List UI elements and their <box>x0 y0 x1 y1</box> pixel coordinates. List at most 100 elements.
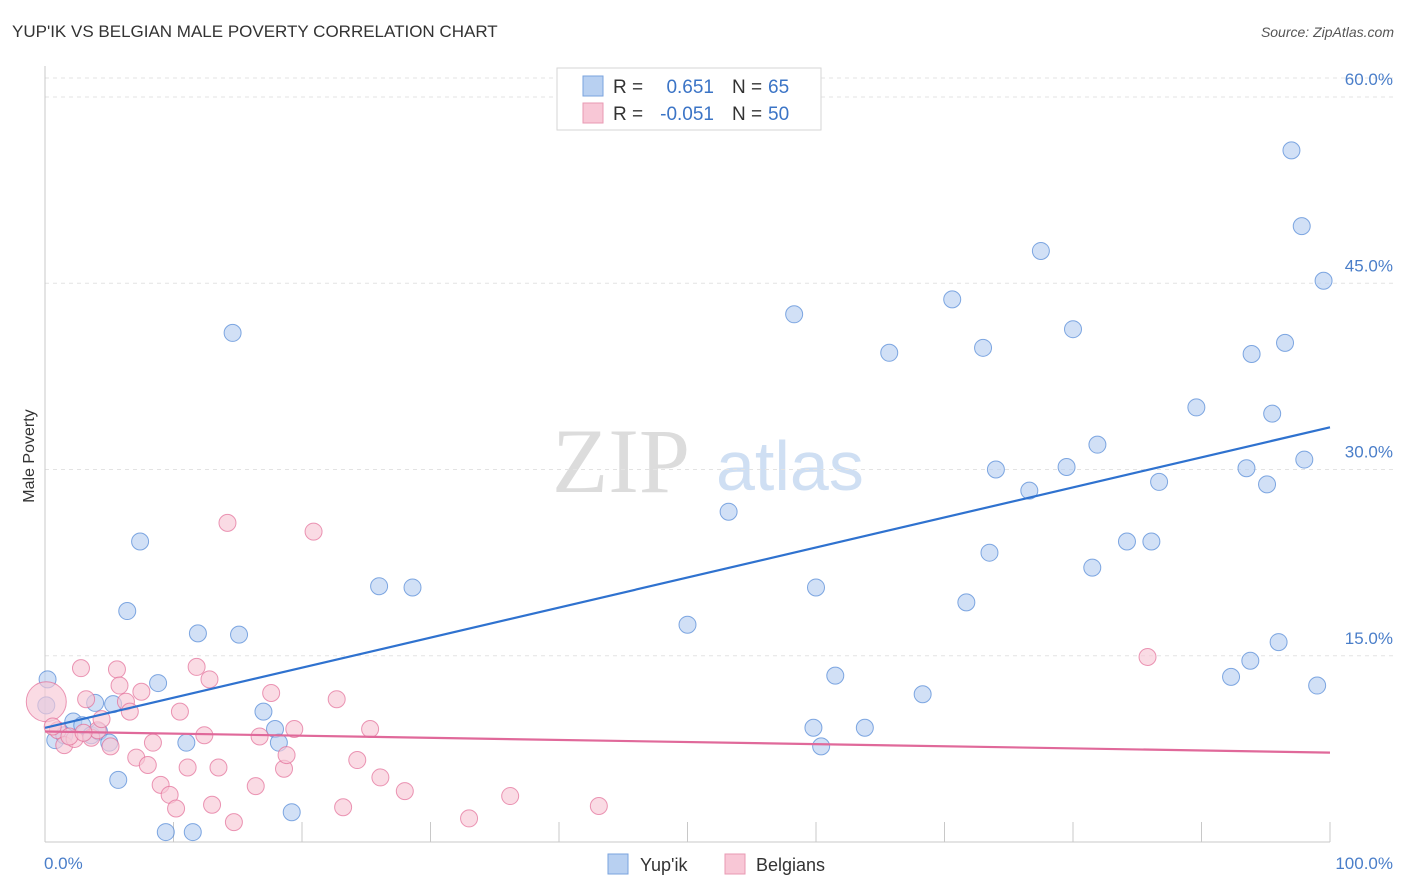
chart-title: YUP'IK VS BELGIAN MALE POVERTY CORRELATI… <box>12 22 498 41</box>
data-point-yupik <box>223 323 242 342</box>
legend-n-value-belgians: 50 <box>768 104 789 125</box>
x-tick-label: 0.0% <box>44 854 83 873</box>
data-point-belgians <box>1138 647 1157 666</box>
data-point-yupik <box>149 674 168 693</box>
data-point-yupik <box>1292 217 1311 236</box>
data-point-belgians <box>460 809 479 828</box>
data-point-belgians <box>371 768 390 787</box>
data-point-yupik <box>943 290 962 309</box>
data-point-yupik <box>183 823 202 842</box>
y-tick-label: 30.0% <box>1345 443 1393 462</box>
data-point-yupik <box>986 460 1005 479</box>
data-point-belgians <box>589 796 608 815</box>
data-point-yupik <box>109 770 128 789</box>
data-point-yupik <box>1117 532 1136 551</box>
data-point-yupik <box>807 578 825 597</box>
legend-r-value-belgians: -0.051 <box>660 104 714 125</box>
trend-line-belgians <box>44 730 1331 754</box>
data-point-yupik <box>1241 651 1260 670</box>
data-point-belgians <box>101 737 120 756</box>
x-tick-label: 100.0% <box>1335 854 1393 873</box>
trend-line-yupik <box>44 426 1331 729</box>
y-tick-label: 60.0% <box>1345 70 1393 89</box>
data-point-yupik <box>370 577 389 596</box>
data-point-belgians <box>246 777 265 796</box>
data-point-yupik <box>1031 241 1050 260</box>
data-point-belgians <box>178 758 197 777</box>
data-point-yupik <box>1314 271 1333 290</box>
data-point-yupik <box>1150 472 1169 491</box>
data-point-yupik <box>1187 398 1206 417</box>
data-point-yupik <box>974 338 993 357</box>
data-point-yupik <box>855 718 874 737</box>
data-point-yupik <box>131 532 150 551</box>
data-point-belgians <box>395 782 414 801</box>
legend-r-label-belgians: R = <box>613 104 643 125</box>
legend-n-label-belgians: N = <box>732 104 762 125</box>
data-point-belgians <box>132 682 151 701</box>
data-point-belgians <box>200 670 219 689</box>
data-point-yupik <box>880 343 899 362</box>
data-point-belgians <box>77 690 96 709</box>
data-point-yupik <box>980 543 999 562</box>
data-point-belgians <box>203 795 222 814</box>
bottom-legend-swatch-belgians <box>724 853 746 875</box>
data-point-belgians <box>218 513 237 532</box>
data-point-yupik <box>230 625 249 644</box>
legend-r-value-yupik: 0.651 <box>666 77 714 98</box>
data-point-yupik <box>1237 459 1256 478</box>
data-point-yupik <box>1088 435 1107 454</box>
watermark-atlas: atlas <box>716 427 864 505</box>
data-point-yupik <box>826 666 845 685</box>
data-point-belgians <box>110 676 129 695</box>
data-point-yupik <box>1269 633 1288 652</box>
data-point-yupik <box>1142 532 1161 551</box>
data-point-belgians <box>224 813 243 832</box>
data-point-yupik <box>1258 475 1277 494</box>
data-point-yupik <box>1276 333 1295 352</box>
data-point-belgians <box>167 799 186 818</box>
data-point-belgians <box>327 690 346 709</box>
bottom-legend: Yup'ik Belgians <box>607 853 825 875</box>
chart-source: Source: ZipAtlas.com <box>1260 24 1394 40</box>
watermark-zip: ZIP <box>552 410 690 512</box>
legend-box: R = 0.651 N = 65 R = -0.051 N = 50 <box>556 67 822 131</box>
data-point-yupik <box>1263 404 1282 423</box>
tick-labels: 15.0% 30.0% 45.0% 60.0% 0.0% 100.0% <box>44 70 1393 873</box>
data-point-belgians <box>143 733 162 752</box>
data-point-yupik <box>1242 345 1261 364</box>
data-point-belgians <box>348 751 367 770</box>
trend-lines <box>44 426 1331 754</box>
data-point-belgians <box>250 727 269 746</box>
data-point-yupik <box>812 737 831 756</box>
data-point-yupik <box>719 502 738 521</box>
data-point-yupik <box>913 685 932 704</box>
data-point-belgians <box>304 522 323 541</box>
data-point-belgians <box>361 720 380 739</box>
data-point-yupik <box>1222 667 1241 686</box>
y-tick-label: 15.0% <box>1345 629 1393 648</box>
data-point-yupik <box>957 593 976 612</box>
legend-swatch-yupik <box>582 75 604 97</box>
data-point-belgians <box>187 657 206 676</box>
data-point-yupik <box>785 305 804 324</box>
bottom-legend-swatch-yupik <box>607 853 629 875</box>
data-point-belgians <box>107 660 126 679</box>
data-point-belgians <box>138 756 157 775</box>
data-point-yupik <box>118 602 137 621</box>
data-point-yupik <box>1282 141 1301 160</box>
data-point-belgians <box>25 681 67 723</box>
legend-r-label-yupik: R = <box>613 77 643 98</box>
legend-n-value-yupik: 65 <box>768 77 789 98</box>
legend-swatch-belgians <box>582 102 604 124</box>
data-point-yupik <box>1295 450 1314 469</box>
data-point-yupik <box>403 578 422 597</box>
data-point-belgians <box>285 720 304 739</box>
data-point-belgians <box>334 798 353 817</box>
bottom-legend-label-yupik: Yup'ik <box>640 855 688 875</box>
data-point-yupik <box>1064 320 1082 339</box>
data-point-yupik <box>1057 458 1076 477</box>
data-point-yupik <box>1083 558 1102 577</box>
data-point-yupik <box>678 615 697 634</box>
data-point-belgians <box>170 702 189 721</box>
